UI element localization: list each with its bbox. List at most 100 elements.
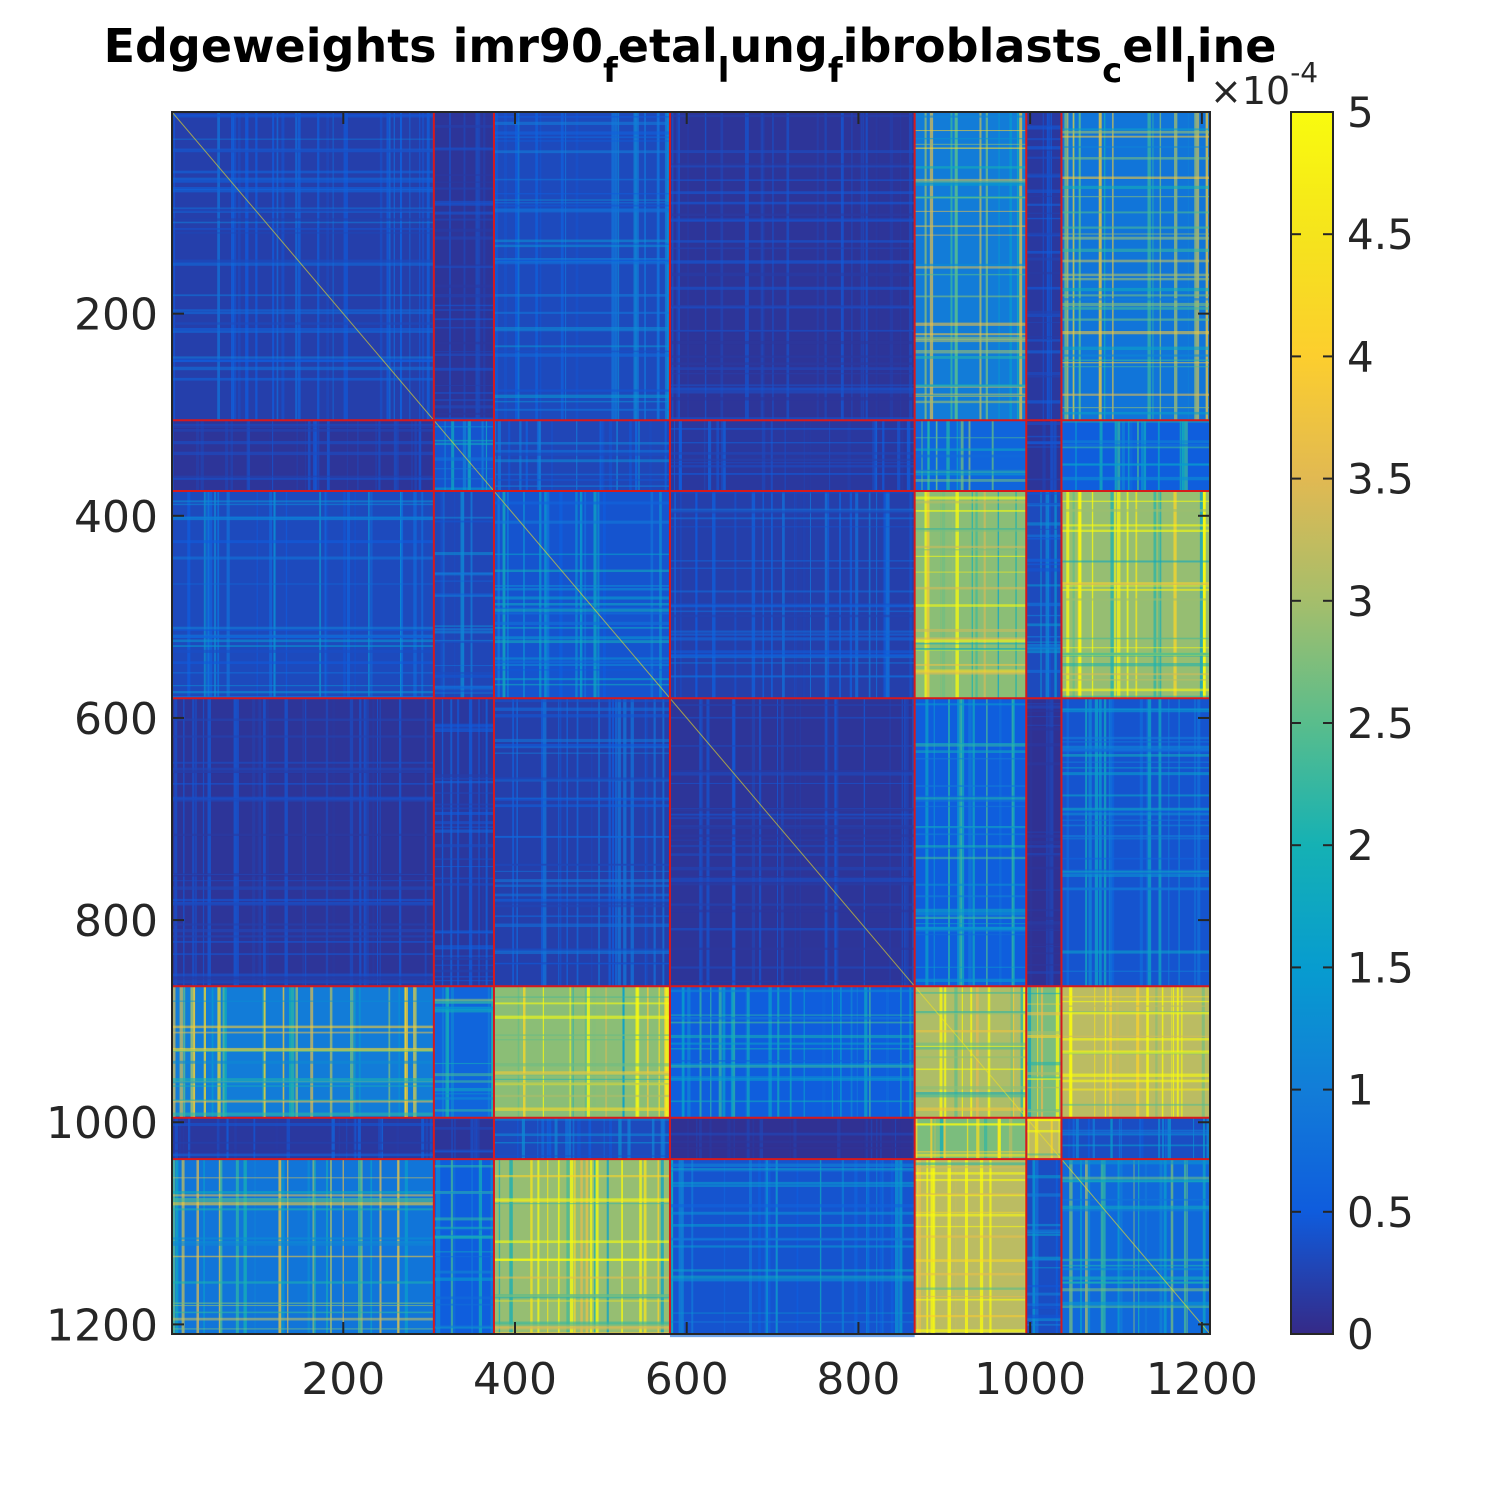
heatmap-stripe xyxy=(716,420,720,492)
heatmap-stripe xyxy=(1010,986,1014,1118)
heatmap-stripe xyxy=(914,549,1027,551)
heatmap-stripe xyxy=(493,202,670,204)
heatmap-stripe xyxy=(433,640,494,644)
heatmap-stripe xyxy=(200,420,204,492)
heatmap-stripe xyxy=(914,234,1027,236)
heatmap-stripe xyxy=(433,665,494,667)
heatmap-stripe xyxy=(914,143,1027,145)
heatmap-stripe xyxy=(1050,112,1052,421)
x-tick-label: 200 xyxy=(301,1354,385,1405)
heatmap-stripe xyxy=(172,1202,434,1206)
heatmap-stripe xyxy=(582,986,586,1118)
colorbar-tick-label: 2.5 xyxy=(1347,699,1414,748)
heatmap-stripe xyxy=(433,639,494,642)
heatmap-stripe xyxy=(295,112,298,421)
heatmap-stripe xyxy=(172,1177,434,1179)
heatmap-stripe xyxy=(433,181,494,183)
heatmap-stripe xyxy=(493,1326,670,1330)
heatmap-stripe xyxy=(669,1060,915,1062)
heatmap-stripe xyxy=(546,1117,549,1160)
heatmap-stripe xyxy=(827,698,831,987)
heatmap-stripe xyxy=(493,1323,670,1327)
heatmap-stripe xyxy=(354,491,356,699)
heatmap-stripe xyxy=(233,112,237,421)
heatmap-block xyxy=(493,112,670,421)
heatmap-stripe xyxy=(669,650,915,654)
heatmap-block xyxy=(493,1117,670,1160)
heatmap-stripe xyxy=(894,1117,897,1160)
heatmap-stripe xyxy=(1078,491,1082,699)
heatmap-stripe xyxy=(172,228,434,230)
heatmap-stripe xyxy=(1026,138,1062,141)
heatmap-stripe xyxy=(172,1199,434,1203)
heatmap-stripe xyxy=(433,1277,494,1281)
heatmap-stripe xyxy=(485,420,488,492)
heatmap-stripe xyxy=(917,1159,922,1334)
heatmap-stripe xyxy=(172,517,434,520)
heatmap-stripe xyxy=(1026,743,1062,747)
heatmap-stripe xyxy=(704,112,707,421)
heatmap-stripe xyxy=(635,986,638,1118)
heatmap-stripe xyxy=(493,193,670,195)
heatmap-stripe xyxy=(627,1117,631,1160)
heatmap-stripe xyxy=(1120,1159,1123,1334)
heatmap-stripe xyxy=(1061,655,1210,657)
heatmap-stripe xyxy=(669,114,915,118)
heatmap-stripe xyxy=(998,112,1000,421)
heatmap-stripe xyxy=(1184,420,1188,492)
heatmap-stripe xyxy=(172,358,434,361)
heatmap-stripe xyxy=(433,264,494,267)
heatmap-stripe xyxy=(1103,112,1106,421)
heatmap-stripe xyxy=(172,661,434,664)
heatmap-stripe xyxy=(451,986,454,1118)
heatmap-stripe xyxy=(914,883,1027,886)
heatmap-stripe xyxy=(433,826,494,828)
heatmap-stripe xyxy=(1061,476,1210,481)
heatmap-stripe xyxy=(172,1208,434,1211)
heatmap-stripe xyxy=(954,986,958,1118)
heatmap-block xyxy=(433,1159,494,1334)
heatmap-stripe xyxy=(914,1287,1027,1290)
heatmap-stripe xyxy=(263,698,266,987)
heatmap-stripe xyxy=(1061,277,1210,281)
heatmap-stripe xyxy=(1061,583,1210,585)
heatmap-stripe xyxy=(914,384,1027,387)
heatmap-stripe xyxy=(172,1081,434,1084)
heatmap-stripe xyxy=(669,1237,915,1241)
heatmap-stripe xyxy=(1026,503,1062,505)
x-tick-label: 400 xyxy=(473,1354,557,1405)
heatmap-stripe xyxy=(669,1245,915,1248)
heatmap-stripe xyxy=(914,448,1027,451)
heatmap-stripe xyxy=(493,485,670,487)
heatmap-stripe xyxy=(984,1117,988,1160)
heatmap-stripe xyxy=(1061,307,1210,310)
heatmap-stripe xyxy=(794,698,797,987)
heatmap-stripe xyxy=(433,723,494,726)
heatmap-stripe xyxy=(493,1198,670,1202)
heatmap-stripe xyxy=(493,660,670,664)
heatmap-stripe xyxy=(970,986,973,1118)
heatmap-stripe xyxy=(1061,1301,1210,1306)
heatmap-stripe xyxy=(914,181,1027,185)
heatmap-stripe xyxy=(433,412,494,415)
heatmap-stripe xyxy=(914,647,1027,651)
heatmap-stripe xyxy=(172,170,434,174)
heatmap-stripe xyxy=(230,420,234,492)
heatmap-stripe xyxy=(343,112,347,421)
heatmap-stripe xyxy=(1026,563,1062,566)
heatmap-stripe xyxy=(669,772,915,776)
title-subscript: f xyxy=(603,51,619,91)
heatmap-stripe xyxy=(173,112,176,421)
heatmap-stripe xyxy=(433,1093,494,1095)
heatmap-stripe xyxy=(219,1159,223,1334)
heatmap-stripe xyxy=(914,1068,1027,1071)
heatmap-stripe xyxy=(1026,232,1062,236)
heatmap-stripe xyxy=(433,930,494,934)
heatmap-stripe xyxy=(914,182,1027,186)
heatmap-stripe xyxy=(746,112,749,421)
heatmap-stripe xyxy=(433,487,494,490)
heatmap-stripe xyxy=(966,1117,969,1160)
heatmap-stripe xyxy=(433,811,494,815)
heatmap-stripe xyxy=(493,1107,670,1111)
heatmap-stripe xyxy=(172,1085,434,1087)
